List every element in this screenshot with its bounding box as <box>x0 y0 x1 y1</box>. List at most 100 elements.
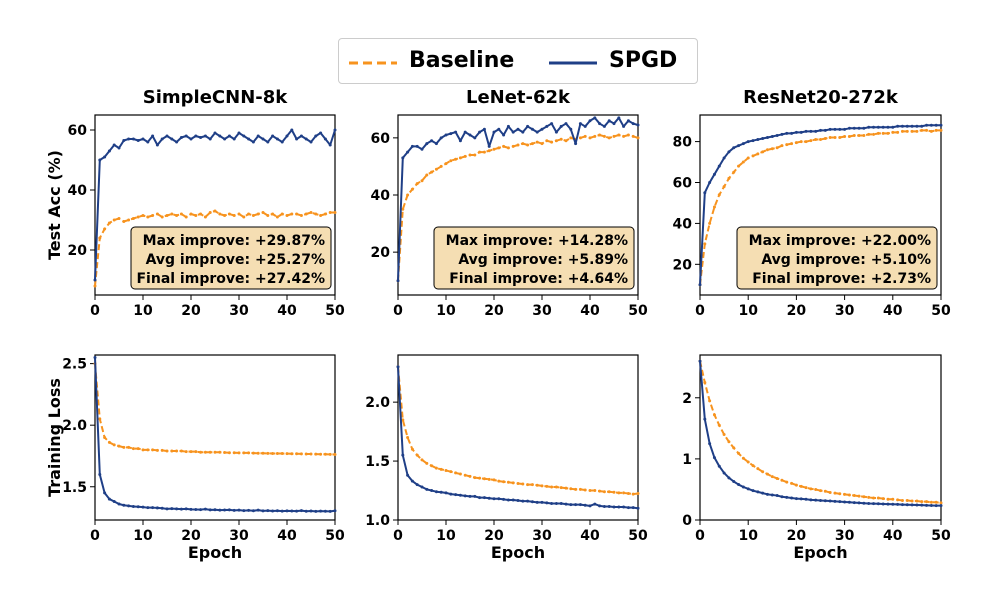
panel-1-series-spgd-point-21 <box>497 127 501 131</box>
panel-3-series-baseline-point-45 <box>309 452 313 456</box>
panel-3-series-baseline-line <box>94 363 336 456</box>
panel-1-series-spgd-point-13 <box>458 139 462 143</box>
panel-2-title: ResNet20-272k <box>743 87 899 108</box>
panel-0-series-baseline-point-8 <box>131 217 135 220</box>
panel-2-series-spgd-point-31 <box>847 126 851 130</box>
panel-3-series-spgd-point-27 <box>223 508 227 512</box>
panel-1-series-spgd-point-19 <box>487 144 491 148</box>
panel-2-series-baseline-point-17 <box>780 144 784 148</box>
panel-4-series-baseline-point-33 <box>554 485 558 489</box>
panel-3-series-baseline-point-22 <box>199 450 203 454</box>
panel-0-series-baseline-point-47 <box>319 214 323 217</box>
panel-5-series-spgd-point-26 <box>823 499 827 503</box>
panel-3-series-spgd-point-43 <box>299 509 303 513</box>
panel-4-series-spgd-point-44 <box>607 504 611 508</box>
panel-3-series-baseline-point-34 <box>256 451 260 455</box>
panel-5-series-baseline-point-38 <box>881 497 885 501</box>
panel-2-series-baseline-point-45 <box>915 129 919 133</box>
panel-1-series-baseline-point-12 <box>454 157 458 161</box>
panel-2-series-baseline-point-49 <box>934 128 938 132</box>
panel-3-series-baseline-point-30 <box>237 451 241 455</box>
panel-5-series-baseline-point-22 <box>804 486 808 490</box>
panel-4-ytick-label-2: 2.0 <box>365 395 390 411</box>
panel-1-ytick-label-2: 60 <box>371 131 391 147</box>
panel-4-xtick-label-4: 40 <box>580 528 600 544</box>
panel-1-series-spgd-point-23 <box>506 124 510 128</box>
panel-0-xtick-label-5: 50 <box>325 303 345 319</box>
panel-3-series-baseline-point-2 <box>103 436 107 439</box>
panel-3-series-baseline-point-21 <box>194 450 198 454</box>
panel-5-ytick-label-2: 2 <box>682 391 692 407</box>
panel-4-series-baseline-point-34 <box>559 486 563 490</box>
panel-1-series-baseline-point-9 <box>439 164 443 168</box>
panel-1-series-spgd-point-40 <box>588 119 592 123</box>
panel-1-annotation-line-2: Final improve: +4.64% <box>449 271 628 287</box>
panel-4-xtick-label-5: 50 <box>628 528 648 544</box>
panel-2-series-baseline-point-11 <box>751 154 755 158</box>
panel-1-series-baseline-point-33 <box>554 139 558 143</box>
panel-1-series-spgd-point-32 <box>550 122 554 126</box>
panel-0-series-baseline-point-3 <box>107 221 111 225</box>
panel-0-series-spgd-point-44 <box>304 137 308 141</box>
panel-3-series-spgd-point-45 <box>309 509 313 513</box>
panel-4-series-baseline-point-31 <box>545 484 549 488</box>
panel-3-series-spgd-point-38 <box>275 509 279 513</box>
panel-4-series-spgd-point-39 <box>583 503 587 507</box>
panel-3-series-baseline-point-36 <box>266 451 270 455</box>
panel-5-series-baseline-point-26 <box>823 489 827 493</box>
panel-0-series-baseline-point-20 <box>189 212 193 216</box>
panel-3-series-spgd-point-41 <box>290 509 294 513</box>
panel-1-annotation-line-0: Max improve: +14.28% <box>446 233 628 249</box>
panel-3-series-baseline-point-13 <box>155 448 159 452</box>
panel-0-series-baseline-point-26 <box>218 212 222 216</box>
panel-3-series-spgd-point-46 <box>314 509 318 513</box>
panel-4-series-spgd-point-19 <box>487 496 491 500</box>
panel-2-series-spgd-point-20 <box>794 130 798 134</box>
panel-1-series-baseline-point-31 <box>545 139 549 143</box>
panel-0-series-baseline-point-33 <box>251 214 255 217</box>
panel-3-series-spgd-point-22 <box>199 508 203 512</box>
panel-0-series-baseline-point-37 <box>271 212 275 216</box>
panel-1-series-baseline-point-29 <box>535 140 539 144</box>
panel-2-series-baseline-point-28 <box>833 136 837 139</box>
panel-5-series-spgd-point-27 <box>828 499 832 503</box>
panel-2-series-spgd-point-7 <box>732 146 736 150</box>
panel-2-series-baseline-point-22 <box>804 140 808 144</box>
panel-0-series-baseline-point-32 <box>247 212 251 216</box>
panel-0-series-spgd-point-28 <box>227 134 231 138</box>
panel-0-series-baseline-point-15 <box>165 214 169 217</box>
panel-3-xtick-label-1: 10 <box>133 528 153 544</box>
panel-4-xtick-label-2: 20 <box>484 528 504 544</box>
panel-2-series-spgd-point-35 <box>867 125 871 129</box>
panel-1-series-spgd-point-37 <box>574 142 578 146</box>
panel-1-series-baseline-point-7 <box>430 170 434 174</box>
panel-5-series-spgd-point-24 <box>814 498 818 502</box>
panel-0-series-baseline-point-27 <box>223 214 227 217</box>
panel-0-series-baseline-point-42 <box>295 212 299 216</box>
panel-1-series-spgd-point-3 <box>410 144 414 148</box>
panel-5-series-baseline-point-7 <box>732 446 736 450</box>
panel-0-series-baseline-point-13 <box>155 212 159 216</box>
panel-3-series-baseline-point-41 <box>290 452 294 456</box>
panel-4-series-spgd-point-46 <box>617 505 621 509</box>
panel-0-series-baseline-point-24 <box>208 211 212 214</box>
panel-3-ytick-label-0: 1.5 <box>62 480 87 496</box>
panel-3-series-baseline-point-32 <box>247 451 251 455</box>
panel-4-ytick-label-0: 1.0 <box>365 513 390 529</box>
panel-1-series-spgd-point-10 <box>444 133 448 137</box>
panel-1-series-spgd-point-34 <box>559 124 563 128</box>
panel-5-series-spgd-point-4 <box>717 464 721 468</box>
panel-3-series-baseline-point-18 <box>179 449 183 453</box>
panel-2-annotation-box <box>736 226 938 290</box>
panel-1-series-baseline-point-30 <box>540 142 544 146</box>
panel-5-xtick-label-5: 50 <box>931 528 951 544</box>
panel-5-axes-frame <box>699 354 942 521</box>
panel-0-series-spgd-point-29 <box>232 137 236 141</box>
panel-5-xtick-label-1: 10 <box>738 528 758 544</box>
panel-3-xlabel: Epoch <box>188 543 242 562</box>
panel-0-series-spgd-point-41 <box>290 128 294 132</box>
panel-4-series-spgd-point-42 <box>598 504 602 508</box>
panel-5-series-spgd-point-30 <box>843 500 847 504</box>
panel-5-series-baseline-point-28 <box>833 491 837 495</box>
panel-1-series-baseline-point-17 <box>478 150 482 154</box>
